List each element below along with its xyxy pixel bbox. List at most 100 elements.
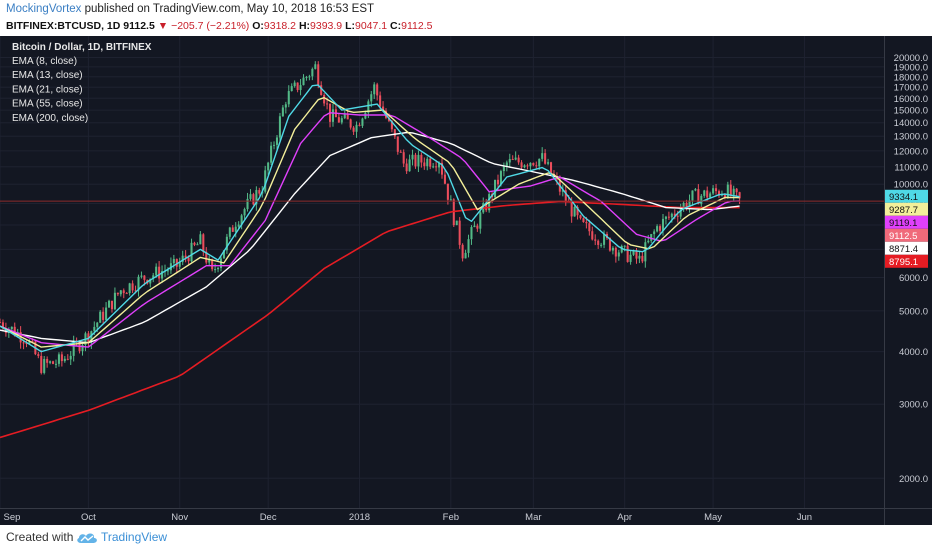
candle-body — [255, 190, 258, 205]
chart-panel[interactable]: 20000.0 19000.0 18000.0 17000.0 16000.0 15000… — [0, 36, 932, 525]
legend-item: EMA (55, close) — [12, 99, 83, 110]
candle-body — [443, 174, 446, 184]
candle-body — [423, 162, 426, 167]
legend-item: EMA (200, close) — [12, 113, 88, 124]
price-label-box — [885, 202, 928, 216]
candle-body — [211, 259, 214, 270]
candle-body — [679, 208, 682, 217]
candle-body — [579, 215, 582, 219]
tradingview-cloud-icon[interactable] — [76, 531, 98, 544]
candle-body — [650, 234, 653, 241]
candle-body — [670, 213, 673, 218]
candle-body — [317, 64, 320, 86]
chart-background — [0, 36, 932, 525]
candle-body — [411, 154, 414, 160]
candle-body — [676, 215, 679, 217]
candle-body — [526, 165, 529, 167]
candle-body — [72, 341, 75, 356]
candle-body — [352, 127, 355, 132]
candle-body — [93, 326, 96, 332]
candle-body — [738, 192, 741, 199]
candle-body — [90, 331, 93, 343]
price-axis — [884, 36, 932, 525]
price-label-box — [885, 254, 928, 268]
author-link[interactable]: MockingVortex — [6, 3, 82, 15]
price-label: 9112.5 — [889, 231, 917, 242]
price-label-box — [885, 241, 928, 255]
y-tick-label: 11000.0 — [894, 162, 928, 173]
candle-body — [614, 247, 617, 257]
y-tick-label: 15000.0 — [894, 106, 928, 117]
close-value: 9112.5 — [401, 20, 433, 32]
candle-body — [735, 188, 738, 193]
candle-body — [25, 342, 28, 344]
y-tick-label: 16000.0 — [894, 94, 928, 105]
candle-body — [479, 212, 482, 229]
candle-body — [470, 227, 473, 240]
candle-body — [125, 293, 128, 295]
candle-body — [69, 355, 72, 360]
candle-body — [367, 101, 370, 113]
candle-body — [308, 76, 311, 78]
candle-body — [60, 354, 63, 362]
candle-body — [37, 354, 40, 356]
candle-body — [137, 276, 140, 291]
high-value: 9393.9 — [310, 20, 343, 32]
publish-text: published on TradingView.com, May 10, 20… — [84, 3, 375, 15]
candle-body — [178, 261, 181, 267]
candle-body — [140, 275, 143, 277]
candle-body — [623, 245, 626, 247]
symbol-label: BITFINEX:BTCUSD, 1D — [6, 20, 121, 32]
candle-body — [382, 106, 385, 111]
candle-body — [311, 68, 314, 77]
candle-body — [588, 223, 591, 232]
x-tick-label: Feb — [443, 512, 459, 523]
candle-body — [43, 358, 46, 373]
candle-body — [582, 218, 585, 223]
candle-body — [717, 191, 721, 196]
candle-body — [458, 220, 461, 245]
candle-body — [205, 251, 208, 263]
price-chart[interactable]: 20000.019000.018000.017000.016000.015000… — [0, 36, 932, 525]
candle-body — [561, 190, 564, 192]
candle-body — [520, 162, 523, 168]
tradingview-brand-link[interactable]: TradingView — [101, 530, 168, 544]
candle-body — [732, 188, 735, 195]
last-price: 9112.5 — [123, 20, 155, 32]
x-tick-label: Mar — [525, 512, 541, 523]
candle-body — [122, 290, 125, 294]
candle-body — [544, 153, 547, 164]
candle-body — [134, 290, 137, 292]
candle-body — [603, 233, 606, 245]
x-tick-label: Oct — [81, 512, 96, 523]
candle-body — [712, 188, 715, 194]
candle-body — [275, 137, 279, 145]
candle-body — [376, 84, 379, 96]
candle-body — [429, 158, 432, 167]
candle-body — [417, 154, 420, 167]
candle-body — [155, 266, 158, 276]
y-tick-label: 17000.0 — [894, 83, 928, 94]
candle-body — [585, 222, 588, 224]
candle-body — [305, 76, 308, 78]
candle-body — [172, 258, 175, 264]
y-tick-label: 14000.0 — [894, 118, 928, 129]
candle-body — [228, 227, 231, 237]
candle-body — [641, 255, 644, 262]
candle-body — [396, 136, 399, 152]
candle-body — [252, 194, 255, 205]
candle-body — [461, 244, 464, 259]
candle-body — [617, 252, 620, 257]
price-label-box — [885, 228, 928, 242]
candle-body — [440, 162, 444, 175]
candle-body — [517, 157, 520, 163]
high-label: H: — [298, 20, 311, 32]
candle-body — [644, 242, 647, 262]
footer: Created with TradingView — [0, 525, 932, 550]
candle-body — [225, 236, 228, 251]
candle-body — [435, 166, 438, 168]
quote-line: BITFINEX:BTCUSD, 1D 9112.5 ▼ −205.7 (−2.… — [6, 18, 432, 35]
candle-body — [611, 247, 614, 251]
candle-body — [320, 85, 323, 96]
candle-body — [66, 358, 69, 360]
